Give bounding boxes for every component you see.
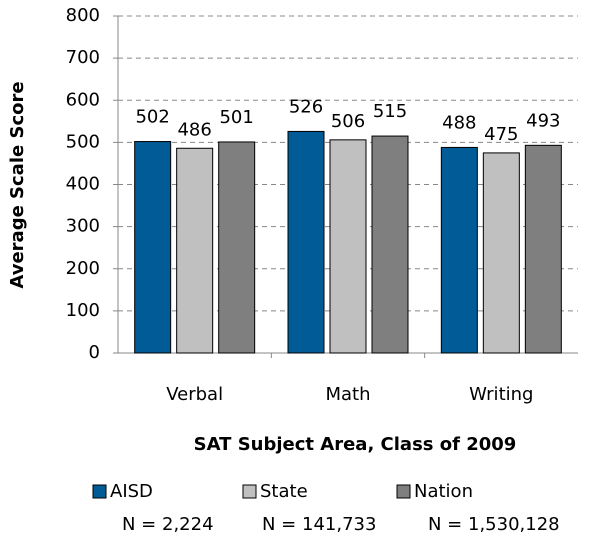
value-label: 515: [373, 101, 407, 122]
legend-swatch: [92, 484, 107, 499]
legend-swatch: [242, 484, 257, 499]
bar: [482, 152, 520, 354]
bar: [524, 144, 562, 354]
value-label: 506: [331, 111, 365, 132]
value-label: 501: [219, 107, 253, 128]
legend-sublabel: N = 2,224: [122, 514, 214, 535]
value-label: 475: [484, 124, 518, 145]
x-tick-label: Verbal: [166, 384, 223, 405]
bar: [329, 139, 367, 354]
y-tick-label: 500: [66, 131, 100, 152]
legend-sublabel: N = 1,530,128: [428, 514, 560, 535]
legend-label: State: [260, 481, 308, 502]
y-tick-label: 600: [66, 89, 100, 110]
legend-sublabel: N = 141,733: [262, 514, 376, 535]
bar: [371, 135, 409, 354]
y-tick-label: 700: [66, 47, 100, 68]
value-label: 493: [526, 110, 560, 131]
x-tick-label: Writing: [469, 384, 533, 405]
bar: [218, 141, 256, 354]
legend-label: AISD: [110, 481, 153, 502]
value-label: 486: [177, 119, 211, 140]
value-label: 488: [442, 112, 476, 133]
bar: [134, 141, 172, 354]
bar: [287, 130, 325, 354]
value-label: 502: [135, 107, 169, 128]
y-tick-label: 200: [66, 258, 100, 279]
y-tick-label: 800: [66, 5, 100, 26]
y-axis-title: Average Scale Score: [7, 81, 28, 288]
legend-label: Nation: [414, 481, 473, 502]
y-tick-label: 0: [89, 342, 100, 363]
bar: [176, 147, 214, 354]
y-tick-label: 300: [66, 216, 100, 237]
y-tick-label: 100: [66, 300, 100, 321]
bar: [440, 146, 478, 354]
value-label: 526: [289, 96, 323, 117]
y-tick-label: 400: [66, 174, 100, 195]
x-tick-label: Math: [325, 384, 370, 405]
legend-swatch: [396, 484, 411, 499]
x-axis-title: SAT Subject Area, Class of 2009: [194, 434, 517, 455]
